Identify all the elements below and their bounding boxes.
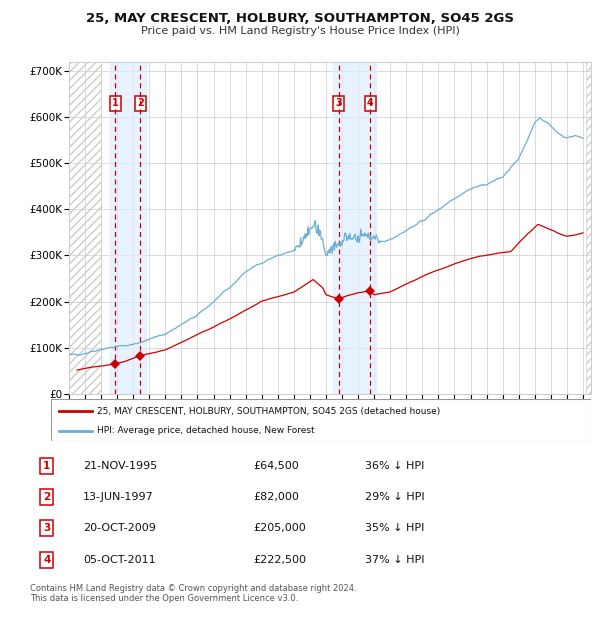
Text: 25, MAY CRESCENT, HOLBURY, SOUTHAMPTON, SO45 2GS (detached house): 25, MAY CRESCENT, HOLBURY, SOUTHAMPTON, … — [97, 407, 440, 415]
Text: £64,500: £64,500 — [253, 461, 299, 471]
Text: 4: 4 — [367, 99, 374, 108]
Bar — [586, 62, 591, 394]
Text: Price paid vs. HM Land Registry's House Price Index (HPI): Price paid vs. HM Land Registry's House … — [140, 26, 460, 36]
Text: 25, MAY CRESCENT, HOLBURY, SOUTHAMPTON, SO45 2GS: 25, MAY CRESCENT, HOLBURY, SOUTHAMPTON, … — [86, 12, 514, 25]
Text: 1: 1 — [43, 461, 50, 471]
Bar — [110, 62, 146, 394]
Text: 35% ↓ HPI: 35% ↓ HPI — [365, 523, 424, 533]
Text: 21-NOV-1995: 21-NOV-1995 — [83, 461, 157, 471]
FancyBboxPatch shape — [51, 399, 591, 441]
Text: £82,000: £82,000 — [253, 492, 299, 502]
Text: £205,000: £205,000 — [253, 523, 306, 533]
Text: 37% ↓ HPI: 37% ↓ HPI — [365, 555, 424, 565]
Bar — [333, 62, 376, 394]
Text: 2: 2 — [43, 492, 50, 502]
Text: 20-OCT-2009: 20-OCT-2009 — [83, 523, 156, 533]
Bar — [69, 62, 101, 394]
Bar — [69, 62, 101, 394]
Text: 36% ↓ HPI: 36% ↓ HPI — [365, 461, 424, 471]
Text: 3: 3 — [335, 99, 342, 108]
Text: Contains HM Land Registry data © Crown copyright and database right 2024.
This d: Contains HM Land Registry data © Crown c… — [30, 584, 356, 603]
Text: £222,500: £222,500 — [253, 555, 306, 565]
Text: 29% ↓ HPI: 29% ↓ HPI — [365, 492, 424, 502]
Text: 13-JUN-1997: 13-JUN-1997 — [83, 492, 154, 502]
Text: 05-OCT-2011: 05-OCT-2011 — [83, 555, 155, 565]
Bar — [586, 62, 591, 394]
Text: HPI: Average price, detached house, New Forest: HPI: Average price, detached house, New … — [97, 427, 314, 435]
Text: 2: 2 — [137, 99, 144, 108]
Text: 4: 4 — [43, 555, 50, 565]
Text: 3: 3 — [43, 523, 50, 533]
Text: 1: 1 — [112, 99, 119, 108]
